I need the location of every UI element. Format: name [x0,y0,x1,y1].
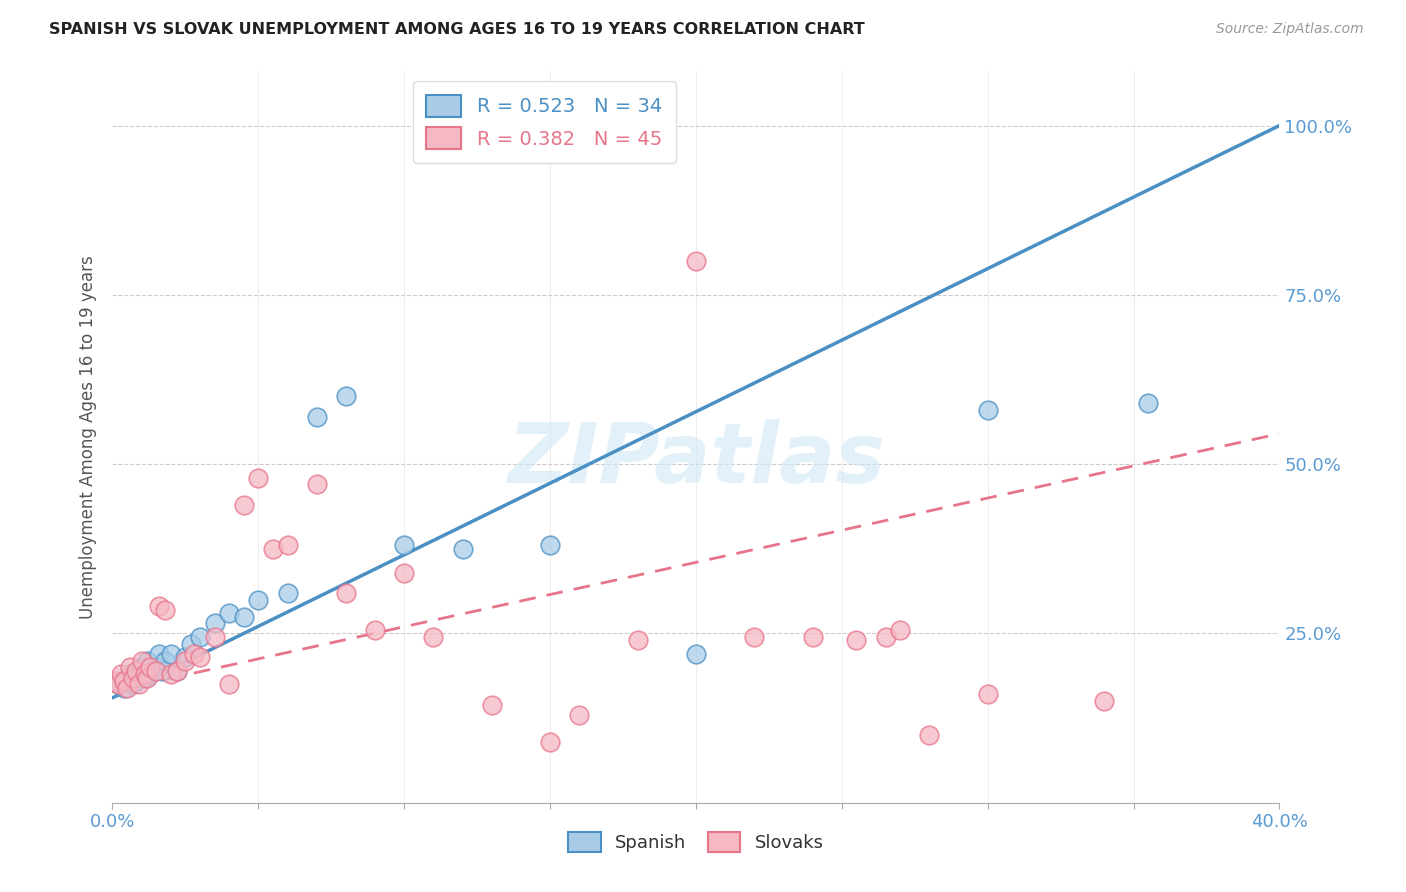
Point [139,667,162,681]
Point [1094,694,1116,708]
Point [305,477,328,491]
Point [131,660,153,674]
Point [538,735,561,749]
Point [112,673,135,688]
Point [153,603,176,617]
Point [166,664,188,678]
Point [976,688,998,702]
Point [174,654,197,668]
Point [335,389,357,403]
Point [150,664,173,678]
Point [110,667,132,681]
Point [115,671,138,685]
Point [110,673,132,688]
Point [160,647,183,661]
Point [134,667,156,681]
Point [1137,396,1160,410]
Point [305,409,328,424]
Point [180,637,202,651]
Point [122,677,145,691]
Point [139,660,162,674]
Text: ZIPatlas: ZIPatlas [508,418,884,500]
Point [131,654,153,668]
Point [183,647,205,661]
Point [125,673,148,688]
Point [742,630,765,644]
Point [204,616,226,631]
Point [115,681,138,695]
Point [218,677,240,691]
Point [125,664,148,678]
Point [394,538,416,552]
Point [422,630,444,644]
Point [118,667,141,681]
Point [247,592,270,607]
Point [134,671,156,685]
Point [845,633,868,648]
Y-axis label: Unemployment Among Ages 16 to 19 years: Unemployment Among Ages 16 to 19 years [79,255,97,619]
Point [118,660,141,674]
Point [627,633,650,648]
Point [276,586,298,600]
Point [889,623,911,637]
Point [204,630,226,644]
Point [262,541,284,556]
Point [335,586,357,600]
Point [276,538,298,552]
Legend: Spanish, Slovaks: Spanish, Slovaks [561,824,831,860]
Point [394,566,416,580]
Point [136,654,159,668]
Point [153,654,176,668]
Point [976,403,998,417]
Point [166,664,188,678]
Point [160,667,183,681]
Point [145,664,167,678]
Point [918,728,941,742]
Point [107,677,129,691]
Point [685,254,707,268]
Point [188,630,211,644]
Point [218,606,240,620]
Point [188,650,211,665]
Point [174,650,197,665]
Point [112,681,135,695]
Point [875,630,897,644]
Point [364,623,387,637]
Point [451,541,474,556]
Point [481,698,503,712]
Point [568,707,591,722]
Text: SPANISH VS SLOVAK UNEMPLOYMENT AMONG AGES 16 TO 19 YEARS CORRELATION CHART: SPANISH VS SLOVAK UNEMPLOYMENT AMONG AGE… [49,22,865,37]
Point [148,599,170,614]
Point [145,660,167,674]
Point [128,677,150,691]
Point [247,471,270,485]
Point [801,630,824,644]
Point [232,609,254,624]
Point [685,647,707,661]
Point [122,671,145,685]
Point [538,538,561,552]
Point [128,664,150,678]
Point [232,498,254,512]
Point [136,671,159,685]
Text: Source: ZipAtlas.com: Source: ZipAtlas.com [1216,22,1364,37]
Point [107,677,129,691]
Point [148,647,170,661]
Point [104,673,127,688]
